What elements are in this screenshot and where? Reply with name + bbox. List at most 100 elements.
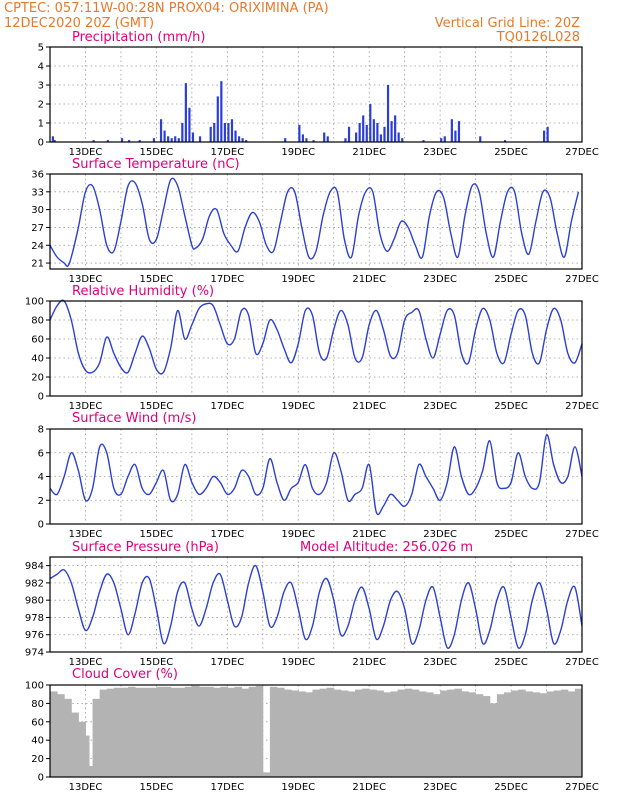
cloud-xtick-label: 19DEC <box>281 782 315 793</box>
cloud-bar <box>64 698 72 777</box>
precip-bar <box>397 132 400 142</box>
cloud-bar <box>248 686 257 777</box>
precip-bar <box>457 121 461 142</box>
cloud-bar <box>461 691 470 777</box>
humidity-xtick-label: 25DEC <box>494 401 528 412</box>
precip-bar <box>138 140 141 142</box>
precip-bar <box>401 138 404 142</box>
precip-xtick-label: 15DEC <box>140 147 174 158</box>
cloud-bar <box>220 686 228 777</box>
cloud-xtick-label: 15DEC <box>140 782 174 793</box>
precip-bar <box>184 83 187 142</box>
cloud-bar <box>319 688 328 777</box>
precip-ytick-label: 5 <box>38 43 44 54</box>
precip-bar <box>120 138 124 142</box>
cloud-bar <box>390 691 399 777</box>
cloud-ytick-label: 60 <box>31 717 44 728</box>
model-altitude: Model Altitude: 256.026 m <box>300 540 473 555</box>
precip-bar <box>198 136 202 142</box>
cloud-bar <box>369 689 377 777</box>
header-grid-line: Vertical Grid Line: 20Z <box>435 16 580 31</box>
cloud-bar <box>347 691 356 777</box>
wind-ytick-label: 0 <box>38 520 44 531</box>
cloud-bar <box>574 688 583 777</box>
cloud-bar <box>560 689 569 777</box>
precip-bar <box>362 115 365 142</box>
cloud-bar <box>149 687 157 777</box>
temperature-ytick-label: 27 <box>31 223 44 234</box>
wind-xtick-label: 13DEC <box>69 529 103 540</box>
cloud-bar <box>135 687 143 777</box>
precip-bar <box>542 130 546 142</box>
precip-bar <box>443 136 446 142</box>
pressure-ytick-label: 976 <box>25 630 44 641</box>
humidity-xtick-label: 17DEC <box>210 401 244 412</box>
wind-ytick-label: 8 <box>38 425 44 436</box>
precip-bar <box>383 126 386 142</box>
cloud-xtick-label: 21DEC <box>352 782 386 793</box>
precip-bar <box>358 123 361 142</box>
precip-bar <box>298 124 301 142</box>
cloud-bar <box>255 685 264 777</box>
precip-bar <box>454 130 457 142</box>
precip-bar <box>245 140 248 142</box>
cloud-bar <box>333 689 342 777</box>
pressure-xtick-label: 19DEC <box>281 657 315 668</box>
precip-xtick-label: 21DEC <box>352 147 386 158</box>
temperature-frame <box>49 173 583 270</box>
cloud-bar <box>425 692 434 777</box>
cloud-bar <box>454 688 462 777</box>
temperature-ytick-label: 33 <box>31 187 44 198</box>
cloud-bar <box>81 735 90 777</box>
precip-xtick-label: 27DEC <box>565 147 599 158</box>
precip-ytick-label: 3 <box>38 81 44 92</box>
precip-bar <box>394 115 397 142</box>
pressure-ytick-label: 978 <box>25 613 44 624</box>
cloud-bar <box>191 685 200 777</box>
precip-ytick-label: 4 <box>38 62 44 73</box>
precip-bar <box>301 134 305 142</box>
cloud-bar <box>241 688 250 777</box>
cloud-bar <box>404 688 413 777</box>
temperature-xtick-label: 25DEC <box>494 274 528 285</box>
precip-xtick-label: 25DEC <box>494 147 528 158</box>
pressure-ytick-label: 982 <box>25 578 44 589</box>
cloud-ytick-label: 40 <box>31 736 44 747</box>
temperature-xtick-label: 15DEC <box>140 274 174 285</box>
wind-line <box>49 434 583 516</box>
precip-bar <box>106 140 109 142</box>
cloud-bar <box>532 692 540 777</box>
cloud-bar <box>496 694 505 777</box>
temperature-panel: 21 24 27 30 33 36 13DEC 15DEC 17DEC 19DEC 21DEC 23D… <box>31 170 599 286</box>
cloud-bar <box>262 772 271 777</box>
wind-xtick-label: 23DEC <box>423 529 457 540</box>
temperature-xtick-label: 27DEC <box>565 274 599 285</box>
cloud-bar <box>362 688 370 777</box>
precip-bar <box>92 140 95 142</box>
cloud-bar <box>383 692 391 777</box>
cloud-bar <box>106 688 115 777</box>
cloud-bar <box>312 689 321 777</box>
cloud-bar <box>234 686 243 777</box>
precip-bar <box>503 140 507 142</box>
wind-xtick-label: 15DEC <box>140 529 174 540</box>
cloud-bar <box>227 687 235 777</box>
temperature-line <box>49 177 580 267</box>
cloud-bar <box>269 686 278 777</box>
precip-bar <box>223 123 226 142</box>
precip-bar <box>234 130 237 142</box>
precip-bar <box>177 138 180 142</box>
precip-bar <box>191 132 195 142</box>
cloud-bar <box>440 690 448 777</box>
cloud-bar <box>355 689 363 777</box>
cloud-bar <box>376 690 384 777</box>
cloud-bar <box>276 687 285 777</box>
precip-bar <box>159 119 163 142</box>
wind-xtick-label: 25DEC <box>494 529 528 540</box>
cloud-bar <box>326 687 335 777</box>
cloud-bar <box>511 690 519 777</box>
pressure-xtick-label: 17DEC <box>210 657 244 668</box>
wind-title: Surface Wind (m/s) <box>72 411 196 426</box>
humidity-title: Relative Humidity (%) <box>72 284 214 299</box>
